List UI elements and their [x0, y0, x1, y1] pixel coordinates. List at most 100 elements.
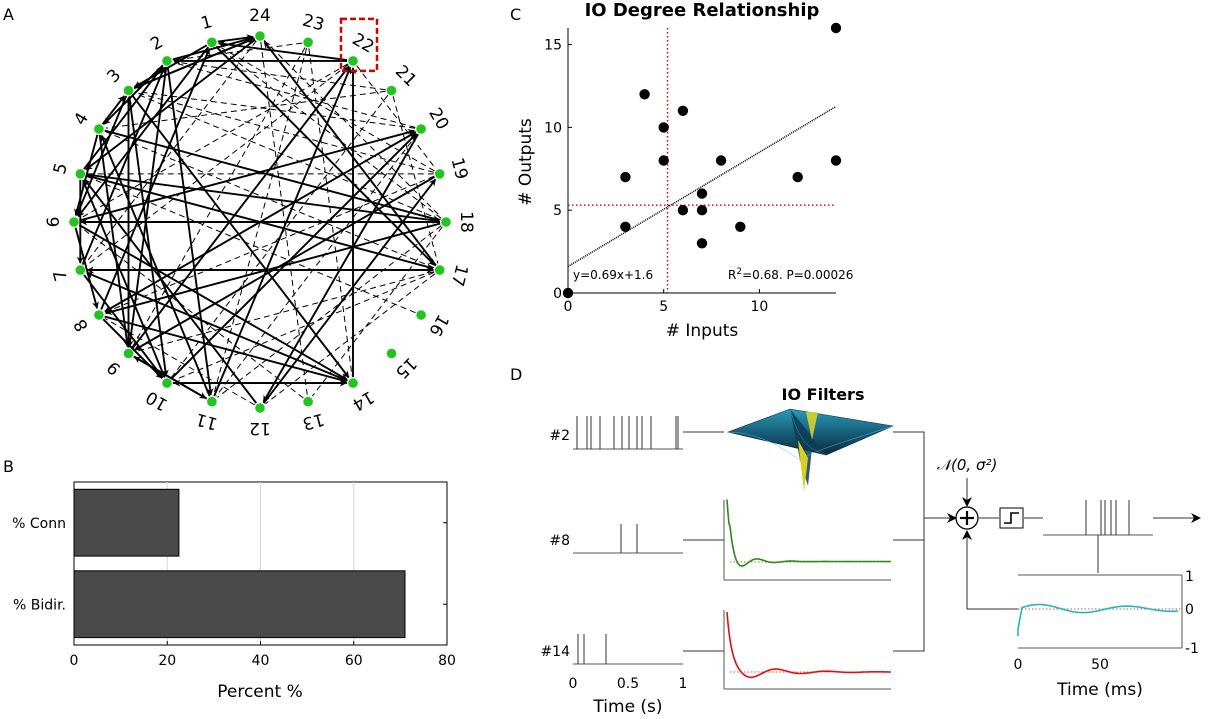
bar-xtick-80: 80: [438, 653, 456, 669]
node-label-10: 10: [143, 386, 172, 414]
solid-edge-12-19: [262, 178, 437, 404]
node-21: [386, 85, 397, 96]
node-20: [416, 124, 426, 134]
node-label-15: 15: [391, 353, 420, 382]
dashed-edge-13-6: [79, 225, 304, 399]
bar-xtick-0: 0: [70, 653, 79, 669]
fit-equation: y=0.69x+1.6: [573, 268, 653, 282]
node-label-5: 5: [50, 161, 72, 177]
solid-edge-1-3: [133, 44, 208, 88]
history-ytick-1: 1: [1185, 569, 1194, 585]
scatter-point: [639, 89, 650, 100]
node-label-14: 14: [349, 386, 378, 414]
solid-edge-1-6: [77, 46, 209, 217]
bar-chart-xlabel: Percent %: [217, 682, 303, 702]
fit-stats: R2=0.68. P=0.00026: [728, 267, 853, 282]
solid-edge-12-5: [83, 178, 258, 404]
solid-edge-9-22: [131, 65, 350, 350]
solid-edge-11-9: [133, 356, 208, 400]
scatter-point: [830, 155, 842, 166]
filter-8-plot: [723, 499, 891, 581]
solid-edge-22-1: [218, 40, 348, 62]
bar-conn: [73, 488, 180, 557]
scatter-point: [658, 122, 669, 133]
solid-edge-11-22: [213, 66, 352, 397]
solid-edge-7-10: [83, 274, 164, 379]
solid-edge-6-20: [79, 129, 415, 222]
solid-edge-4-3: [101, 95, 125, 125]
solid-edge-2-24: [172, 36, 254, 61]
noise-label: 𝒩(0, σ²): [937, 456, 998, 474]
scatter-title: IO Degree Relationship: [585, 0, 820, 21]
node-label-16: 16: [424, 311, 452, 340]
node-label-7: 7: [50, 267, 72, 283]
scatter-point: [658, 155, 669, 166]
node-14: [348, 378, 358, 388]
panel-label-d: D: [510, 365, 522, 384]
scatter-point: [735, 221, 746, 232]
node-label-22: 22: [349, 30, 378, 58]
history-xlabel: Time (ms): [1056, 680, 1143, 700]
scatter-plot: IO Degree Relationship 0 5 10 0 5 10 15 # Inpu…: [516, 0, 853, 341]
solid-edge-19-9: [133, 176, 435, 351]
raster-xtick-0: 0: [569, 676, 578, 692]
dashed-edge-23-14: [308, 48, 353, 377]
node-13: [303, 396, 313, 407]
node-label-13: 13: [300, 409, 326, 434]
node-label-8: 8: [70, 315, 93, 334]
solid-edge-3-6: [75, 95, 128, 217]
io-filters-diagram: IO Filters #2 #8 #14 0 0.5 1 Time (s): [540, 385, 1201, 717]
solid-edge-4-9: [98, 134, 131, 348]
solid-edge-2-4: [103, 64, 164, 125]
scatter-ytick-10: 10: [544, 120, 562, 136]
solid-edge-7-2: [81, 66, 166, 265]
dashed-edge-17-9: [135, 271, 435, 353]
scatter-ytick-5: 5: [553, 203, 562, 219]
history-trace: [1017, 603, 1179, 636]
node-label-11: 11: [194, 409, 220, 434]
input-label-14: #14: [540, 644, 570, 660]
solid-edge-24-5: [85, 38, 256, 171]
solid-edge-24-3: [134, 37, 255, 89]
scatter-point: [620, 221, 631, 232]
node-24: [255, 31, 265, 41]
solid-edge-5-18: [86, 173, 440, 224]
input-label-2: #2: [549, 428, 570, 444]
solid-edge-11-4: [100, 134, 211, 397]
raster-xlabel: Time (s): [592, 697, 662, 717]
node-label-20: 20: [424, 105, 452, 134]
dashed-edge-20-3: [135, 90, 416, 129]
scatter-point: [830, 22, 842, 34]
scatter-point: [792, 171, 803, 183]
node-9: [123, 348, 134, 359]
scatter-ytick-15: 15: [544, 38, 562, 54]
node-label-19: 19: [447, 156, 472, 182]
node-15: [386, 348, 397, 359]
node-label-4: 4: [70, 109, 93, 128]
scatter-xtick-5: 5: [659, 299, 668, 315]
node-22: [348, 56, 358, 66]
node-label-23: 23: [300, 11, 326, 36]
summation-node: [955, 506, 979, 530]
history-xtick-50: 50: [1091, 657, 1109, 673]
bar-xtick-20: 20: [158, 653, 176, 669]
solid-edge-17-24: [263, 41, 437, 266]
input-rasters: [576, 416, 679, 664]
filter-14-trace: [726, 611, 891, 679]
solid-edge-6-14: [78, 224, 348, 381]
bar-bidir: [73, 570, 406, 639]
node-label-3: 3: [103, 65, 125, 87]
highlight-box: [339, 17, 379, 73]
panel-label-b: B: [3, 457, 14, 476]
bar-chart-ticks: 0 20 40 60 80 % Conn % Bidir.: [12, 516, 456, 669]
network-nodes: [69, 31, 451, 413]
node-2: [162, 56, 172, 66]
node-label-12: 12: [249, 418, 271, 438]
solid-edge-20-8: [104, 131, 417, 313]
node-18: [441, 217, 451, 227]
node-label-1: 1: [199, 12, 215, 34]
node-23: [303, 37, 313, 48]
dashed-edge-20-11: [215, 133, 418, 397]
history-xtick-0: 0: [1014, 657, 1023, 673]
